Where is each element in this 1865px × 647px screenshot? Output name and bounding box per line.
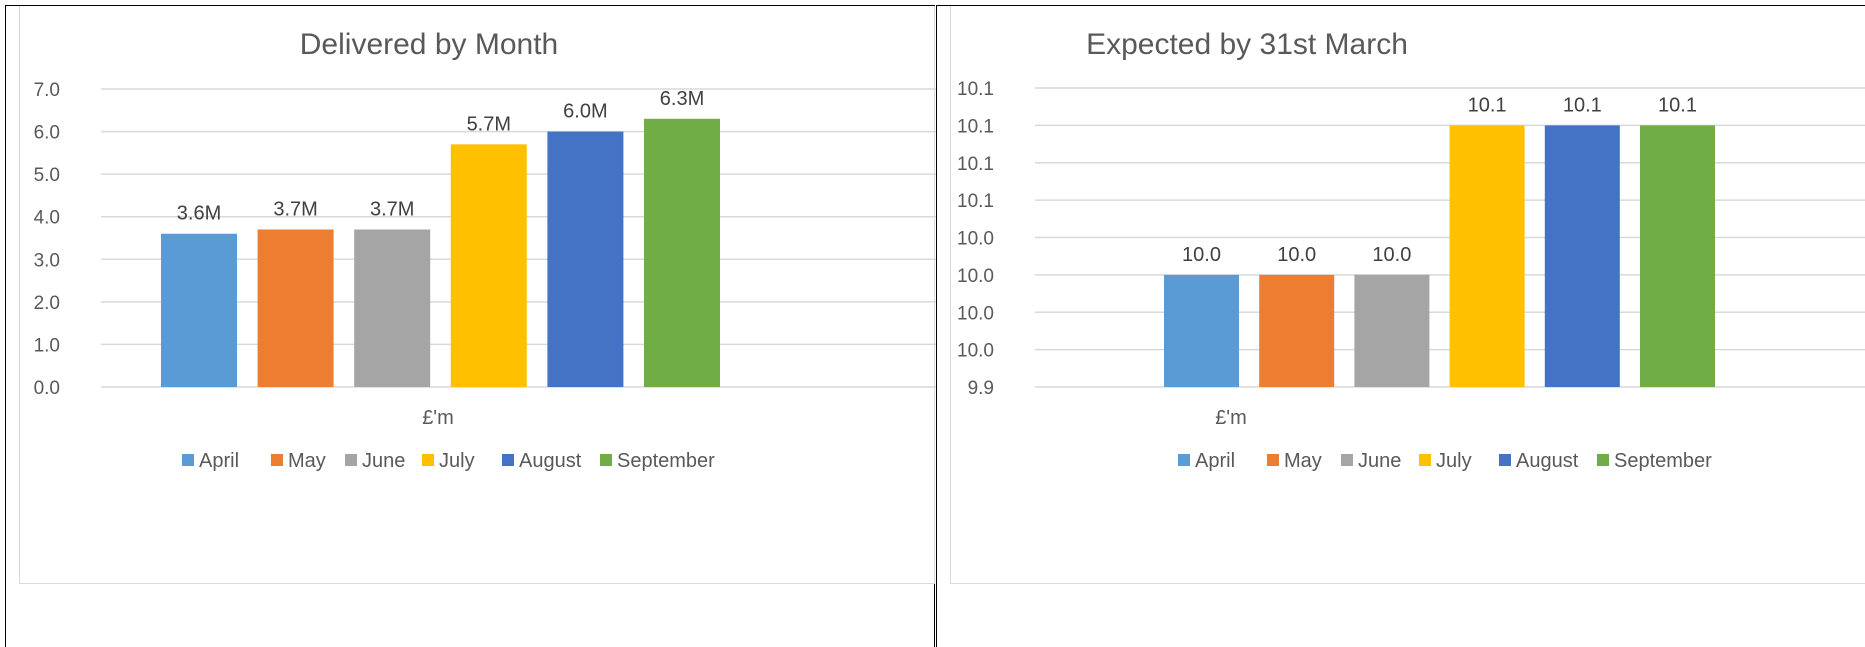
legend-item-april: April xyxy=(182,450,239,472)
y-tick-label: 9.9 xyxy=(968,378,994,399)
bar-may xyxy=(257,229,334,387)
y-tick-label: 10.1 xyxy=(957,116,994,137)
legend-item-june: June xyxy=(345,450,405,472)
y-tick-label: 10.0 xyxy=(957,266,994,287)
legend-item-april: April xyxy=(1178,450,1235,472)
legend-label: June xyxy=(362,450,405,472)
data-label: 3.6M xyxy=(177,203,221,225)
data-label: 5.7M xyxy=(467,113,511,135)
data-label: 10.1 xyxy=(1658,94,1697,116)
bar-august xyxy=(1544,125,1620,387)
y-tick-label: 0.0 xyxy=(34,378,60,399)
legend-label: September xyxy=(1614,450,1712,472)
y-tick-label: 5.0 xyxy=(34,165,60,186)
legend-label: August xyxy=(519,450,582,472)
legend-swatch xyxy=(271,454,283,466)
x-axis-label: £'m xyxy=(422,407,454,429)
chart-delivered-by-month: Delivered by Month 0.0 1.0 2.0 3.0 4.0 5.0 6.0 7… xyxy=(34,28,936,472)
bar-september xyxy=(644,118,720,388)
data-label: 10.0 xyxy=(1182,244,1221,266)
data-label: 3.7M xyxy=(273,198,317,220)
data-label: 3.7M xyxy=(370,198,414,220)
legend-label: May xyxy=(288,450,326,472)
legend-label: August xyxy=(1516,450,1579,472)
y-tick-label: 7.0 xyxy=(34,80,60,101)
legend-item-august: August xyxy=(502,450,582,472)
y-tick-label: 4.0 xyxy=(34,208,60,229)
y-tick-label: 10.1 xyxy=(957,154,994,175)
legend-swatch xyxy=(600,454,612,466)
legend-swatch xyxy=(502,454,514,466)
y-tick-label: 3.0 xyxy=(34,250,60,271)
x-axis-label: £'m xyxy=(1215,407,1247,429)
legend-swatch xyxy=(1419,454,1431,466)
legend-item-september: September xyxy=(1597,450,1712,472)
chart-title: Delivered by Month xyxy=(300,28,558,61)
bar-august xyxy=(547,131,624,387)
legend-label: May xyxy=(1284,450,1322,472)
legend-item-may: May xyxy=(271,450,326,472)
chart-title: Expected by 31st March xyxy=(1086,28,1408,61)
y-tick-label: 1.0 xyxy=(34,335,60,356)
legend-item-september: September xyxy=(600,450,715,472)
y-tick-label: 10.0 xyxy=(957,341,994,362)
legend-swatch xyxy=(345,454,357,466)
y-tick-label: 6.0 xyxy=(34,123,60,144)
legend-swatch xyxy=(1267,454,1279,466)
bar-september xyxy=(1640,125,1715,387)
legend-item-may: May xyxy=(1267,450,1322,472)
legend-swatch xyxy=(1341,454,1353,466)
legend-swatch xyxy=(1597,454,1609,466)
chart-frame-delivered: Delivered by Month 0.0 1.0 2.0 3.0 4.0 5.0 6.0 7… xyxy=(19,6,936,584)
bar-july xyxy=(450,144,527,387)
data-label: 10.0 xyxy=(1372,244,1411,266)
bar-june xyxy=(1354,274,1430,387)
right-table-cell: Expected by 31st March 9.9 10.0 10.0 10.0 10.… xyxy=(936,5,1865,647)
y-tick-label: 2.0 xyxy=(34,293,60,314)
data-label: 10.0 xyxy=(1277,244,1316,266)
bar-july xyxy=(1449,125,1525,387)
y-tick-label: 10.0 xyxy=(957,229,994,250)
legend-label: July xyxy=(1436,450,1472,472)
legend-item-august: August xyxy=(1499,450,1579,472)
legend-item-july: July xyxy=(422,450,475,472)
legend-label: September xyxy=(617,450,715,472)
chart-expected-by-31st-march: Expected by 31st March 9.9 10.0 10.0 10.0 10.… xyxy=(957,28,1865,472)
chart-frame-expected: Expected by 31st March 9.9 10.0 10.0 10.0 10.… xyxy=(950,6,1865,584)
legend-item-june: June xyxy=(1341,450,1401,472)
legend-label: April xyxy=(1195,450,1235,472)
data-label: 10.1 xyxy=(1468,94,1507,116)
bar-may xyxy=(1259,274,1335,387)
data-label: 6.0M xyxy=(563,101,607,123)
y-tick-label: 10.0 xyxy=(957,303,994,324)
legend-label: July xyxy=(439,450,475,472)
bar-april xyxy=(1164,274,1239,387)
data-label: 6.3M xyxy=(660,88,704,110)
data-label: 10.1 xyxy=(1563,94,1602,116)
legend-label: June xyxy=(1358,450,1401,472)
legend-swatch xyxy=(182,454,194,466)
legend-label: April xyxy=(199,450,239,472)
legend-swatch xyxy=(422,454,434,466)
legend-item-july: July xyxy=(1419,450,1472,472)
y-tick-label: 10.1 xyxy=(957,79,994,100)
bar-june xyxy=(354,229,431,387)
left-table-cell: Delivered by Month 0.0 1.0 2.0 3.0 4.0 5.0 6.0 7… xyxy=(5,5,936,647)
legend-swatch xyxy=(1499,454,1511,466)
legend-swatch xyxy=(1178,454,1190,466)
bar-april xyxy=(161,233,237,387)
y-tick-label: 10.1 xyxy=(957,191,994,212)
